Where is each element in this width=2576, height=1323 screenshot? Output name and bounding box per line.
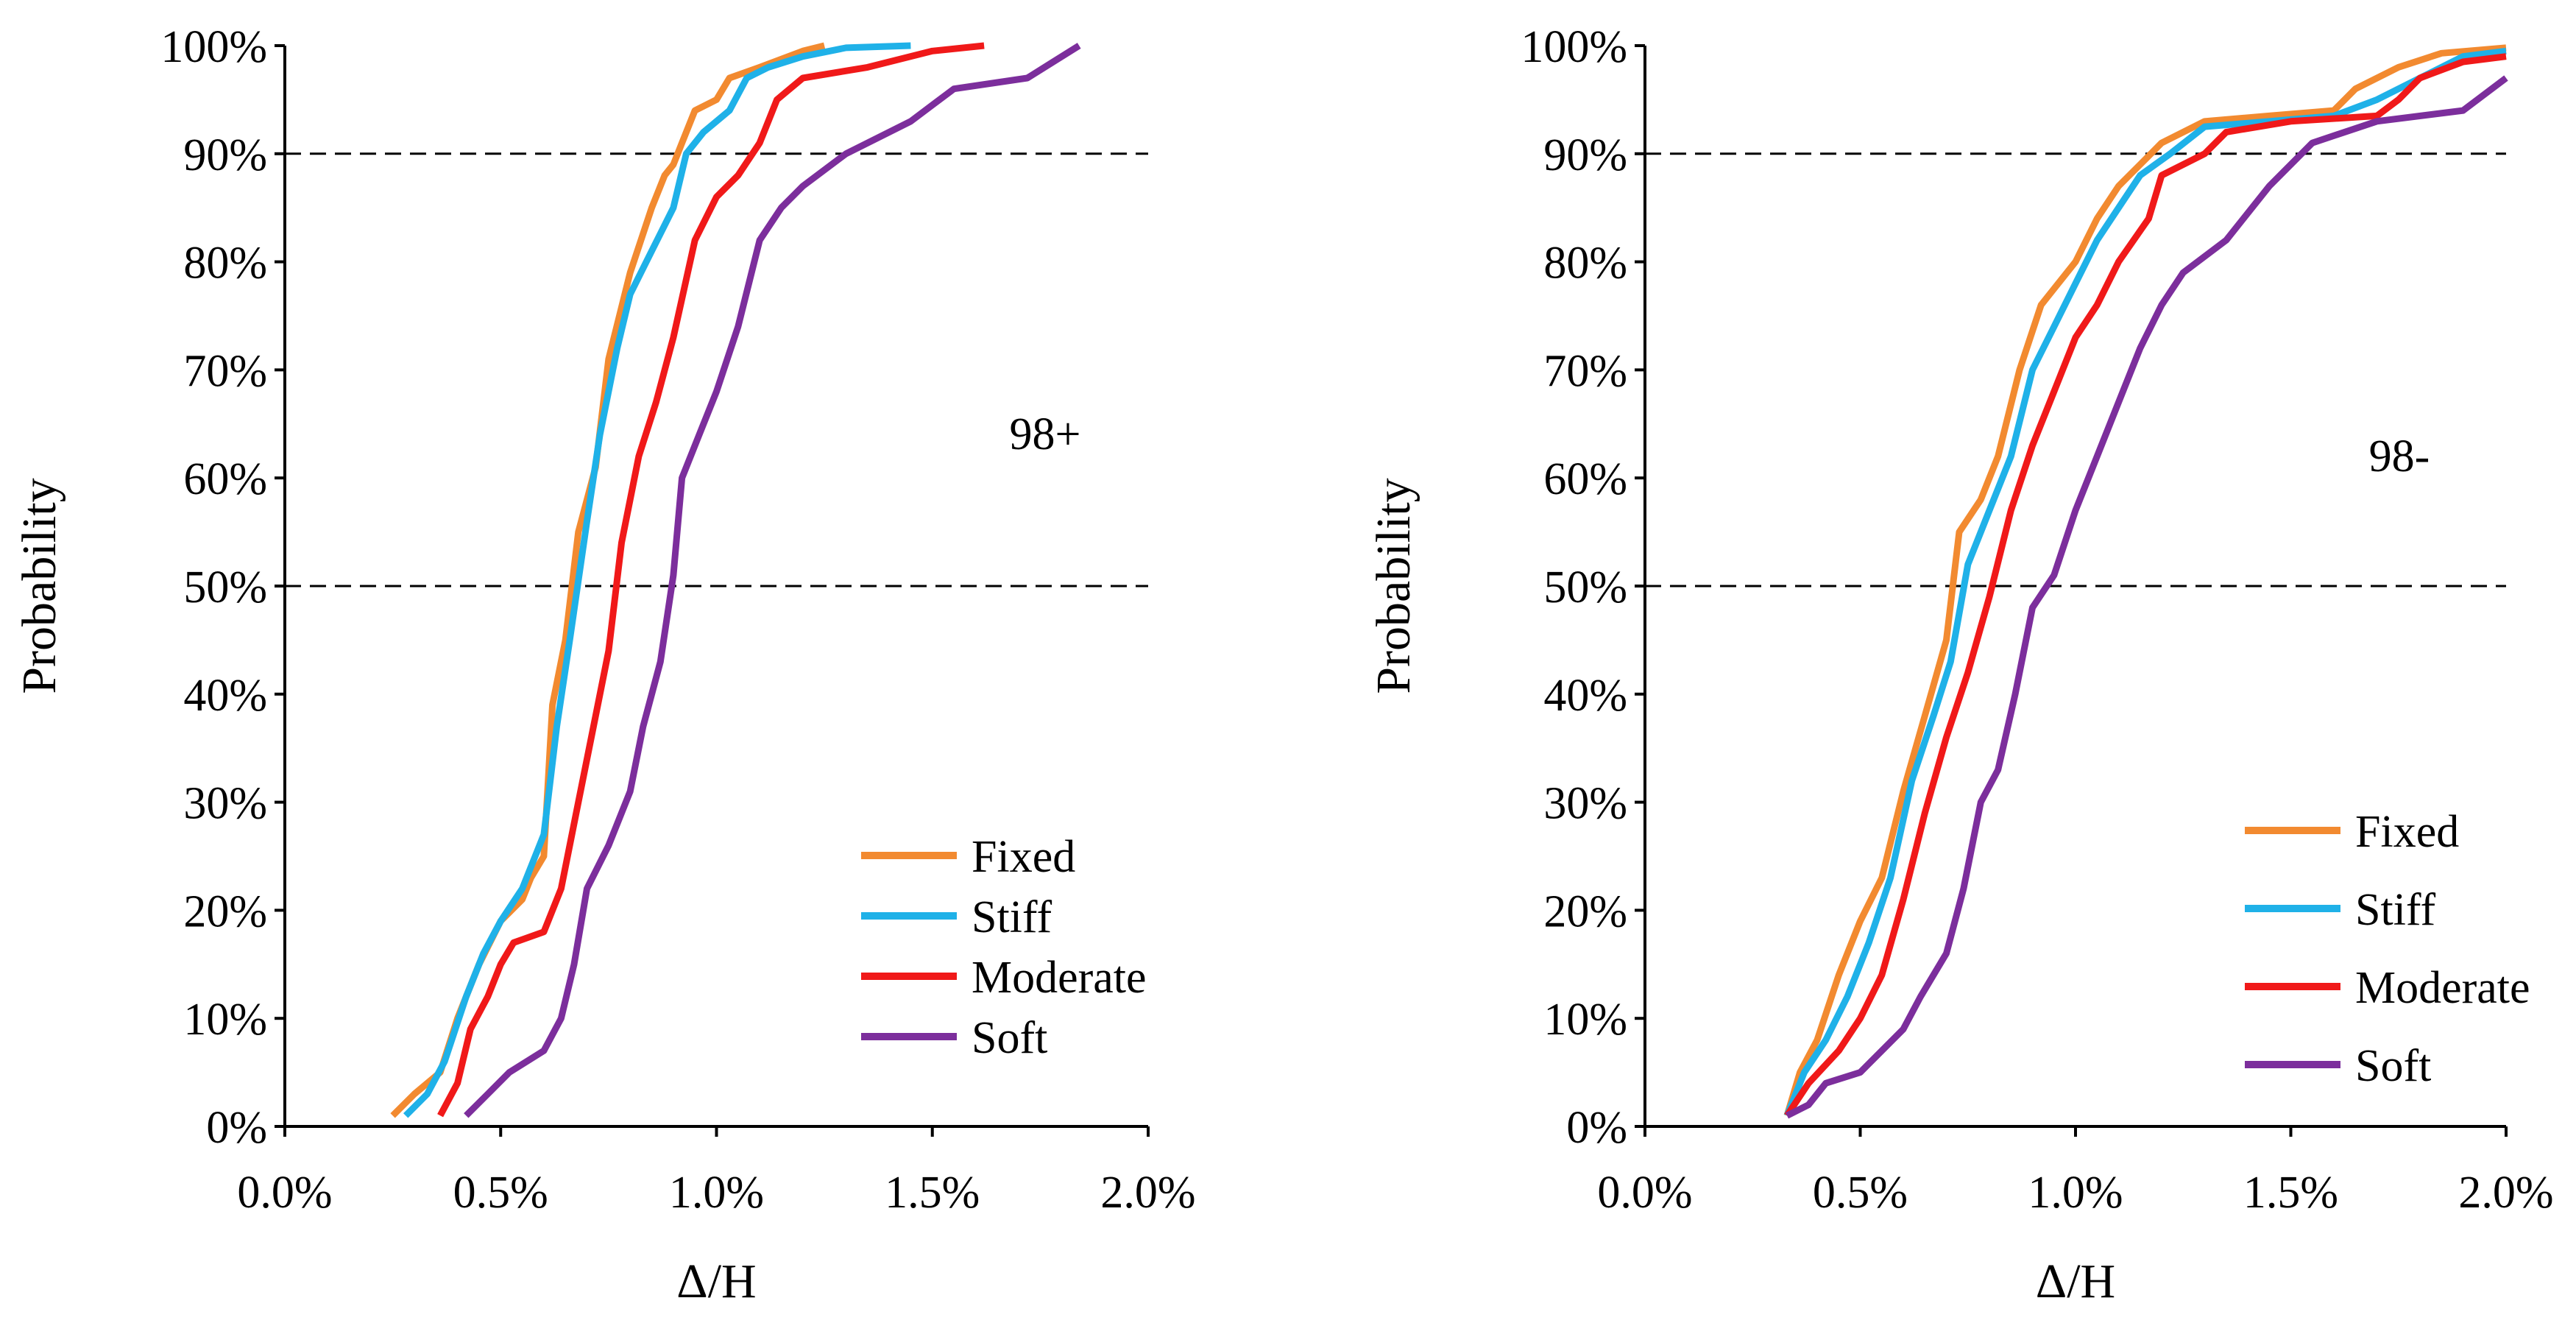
x-tick-label: 0.5% bbox=[453, 1168, 548, 1218]
x-tick-label: 1.0% bbox=[2028, 1168, 2123, 1218]
y-tick-label: 80% bbox=[183, 239, 267, 289]
series-line-moderate bbox=[437, 42, 985, 1118]
y-tick-label: 20% bbox=[1543, 886, 1627, 936]
chart-svg-98minus: 0% 10% 20% 30% 40% 50% 60% 70% 80% 90% 100% 0.0% 0.5… bbox=[1367, 22, 2554, 1308]
legend-label-moderate: Moderate bbox=[2355, 963, 2530, 1013]
y-tick-label: 0% bbox=[1566, 1103, 1627, 1153]
legend-label-soft: Soft bbox=[972, 1013, 1047, 1063]
x-tick-label: 0.5% bbox=[1813, 1168, 1908, 1218]
legend-label-fixed: Fixed bbox=[972, 832, 1075, 882]
legend: Fixed Stiff Moderate Soft bbox=[2245, 807, 2530, 1091]
y-tick-label: 90% bbox=[183, 130, 267, 180]
y-tick-label: 30% bbox=[183, 779, 267, 829]
y-tick-label: 60% bbox=[183, 454, 267, 504]
x-axis-label: Δ/H bbox=[676, 1255, 756, 1308]
series-line-fixed bbox=[390, 42, 826, 1118]
y-tick-label: 100% bbox=[160, 22, 267, 72]
legend-label-fixed: Fixed bbox=[2355, 807, 2459, 857]
x-tick-label: 2.0% bbox=[1100, 1168, 1195, 1218]
y-tick-label: 50% bbox=[1543, 562, 1627, 613]
x-tick-label: 2.0% bbox=[2458, 1168, 2553, 1218]
y-tick-label: 70% bbox=[183, 346, 267, 396]
x-tick-label: 0.0% bbox=[1597, 1168, 1692, 1218]
y-tick-label: 90% bbox=[1543, 130, 1627, 180]
legend-label-moderate: Moderate bbox=[972, 953, 1147, 1003]
chart-svg-98plus: 0% 10% 20% 30% 40% 50% 60% 70% 80% 90% 100% 0.0% 0.5… bbox=[13, 22, 1196, 1308]
legend-label-stiff: Stiff bbox=[972, 892, 1052, 942]
chart-panel-98minus: 0% 10% 20% 30% 40% 50% 60% 70% 80% 90% 100% 0.0% 0.5… bbox=[1288, 0, 2576, 1319]
x-tick-label: 0.0% bbox=[237, 1168, 332, 1218]
legend: Fixed Stiff Moderate Soft bbox=[861, 832, 1147, 1063]
y-tick-label: 80% bbox=[1543, 239, 1627, 289]
y-tick-label: 30% bbox=[1543, 779, 1627, 829]
y-tick-label: 10% bbox=[1543, 995, 1627, 1045]
x-tick-label: 1.0% bbox=[669, 1168, 764, 1218]
y-tick-label: 50% bbox=[183, 562, 267, 613]
series-line-fixed bbox=[1783, 44, 2507, 1117]
y-axis-label: Probability bbox=[13, 478, 66, 694]
series-line-soft bbox=[464, 43, 1081, 1118]
series-line-moderate bbox=[1784, 53, 2507, 1118]
y-tick-label: 20% bbox=[183, 886, 267, 936]
series-line-stiff bbox=[403, 42, 911, 1118]
y-tick-label: 40% bbox=[183, 671, 267, 721]
x-axis-label: Δ/H bbox=[2036, 1255, 2115, 1308]
series-line-soft bbox=[1785, 75, 2508, 1119]
x-tick-label: 1.5% bbox=[2243, 1168, 2338, 1218]
chart-panel-98plus: 0% 10% 20% 30% 40% 50% 60% 70% 80% 90% 100% 0.0% 0.5… bbox=[0, 0, 1288, 1319]
legend-label-stiff: Stiff bbox=[2355, 885, 2435, 935]
legend-label-soft: Soft bbox=[2355, 1041, 2431, 1091]
y-tick-label: 70% bbox=[1543, 346, 1627, 396]
chart-annotation: 98+ bbox=[1010, 409, 1081, 459]
y-tick-label: 0% bbox=[206, 1103, 267, 1153]
y-tick-label: 10% bbox=[183, 995, 267, 1045]
series-line-stiff bbox=[1783, 47, 2507, 1117]
x-tick-label: 1.5% bbox=[885, 1168, 980, 1218]
y-axis-label: Probability bbox=[1367, 478, 1420, 694]
chart-annotation: 98- bbox=[2369, 431, 2430, 481]
y-tick-label: 60% bbox=[1543, 454, 1627, 504]
y-tick-label: 100% bbox=[1521, 22, 1627, 72]
y-tick-label: 40% bbox=[1543, 671, 1627, 721]
